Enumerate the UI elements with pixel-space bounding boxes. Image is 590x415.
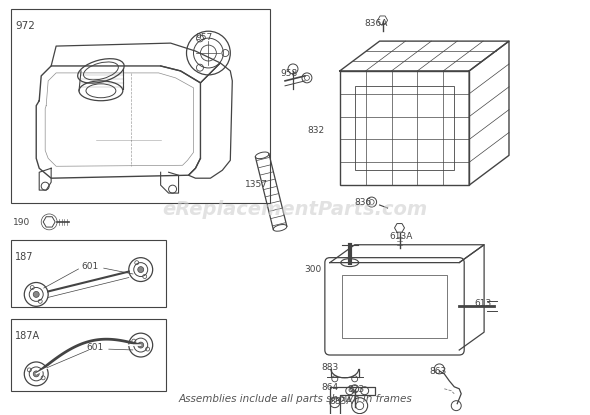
Text: 1357: 1357	[245, 180, 268, 189]
Bar	[355, 86, 454, 170]
Text: 613A: 613A	[389, 232, 413, 241]
Circle shape	[137, 266, 144, 273]
Text: 836: 836	[355, 198, 372, 207]
Circle shape	[33, 291, 39, 298]
Text: 187: 187	[15, 252, 34, 262]
Text: Assemblies include all parts shown in frames: Assemblies include all parts shown in fr…	[178, 394, 412, 404]
Bar	[11, 240, 166, 308]
Bar	[342, 275, 447, 338]
Text: 190: 190	[14, 218, 31, 227]
Bar	[11, 319, 166, 391]
Text: 823: 823	[348, 385, 365, 394]
Bar	[11, 9, 270, 203]
Text: 863: 863	[430, 367, 447, 376]
Bar	[340, 71, 469, 185]
Text: 958: 958	[280, 69, 297, 78]
Text: eReplacementParts.com: eReplacementParts.com	[162, 200, 428, 220]
Circle shape	[137, 342, 144, 348]
Text: 832: 832	[308, 126, 325, 134]
Text: 864: 864	[322, 383, 339, 392]
Text: 187A: 187A	[15, 331, 41, 341]
Text: 883: 883	[322, 363, 339, 372]
Text: 601: 601	[86, 343, 103, 352]
Circle shape	[33, 371, 39, 377]
Text: 883A: 883A	[330, 397, 353, 406]
Text: 972: 972	[15, 21, 35, 31]
Text: 300: 300	[304, 265, 322, 273]
Text: 601: 601	[81, 261, 99, 271]
Text: 957: 957	[195, 33, 213, 42]
Text: 836A: 836A	[365, 19, 388, 28]
Text: 613: 613	[474, 299, 491, 308]
